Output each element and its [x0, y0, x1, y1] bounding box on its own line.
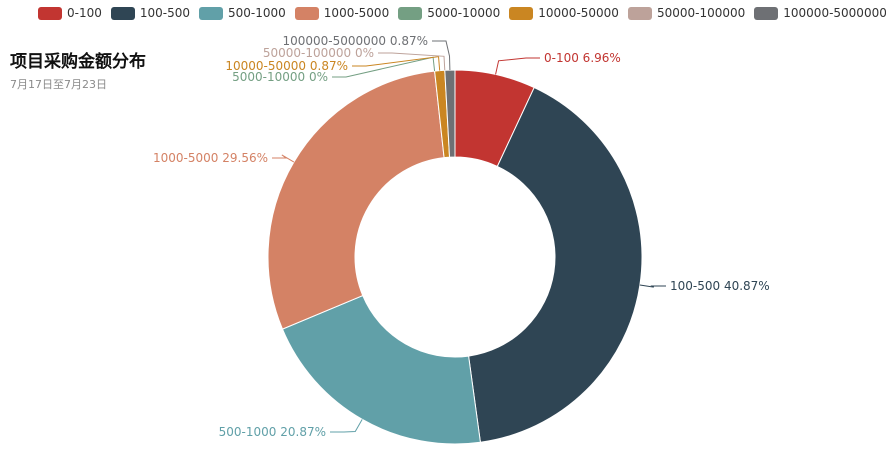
legend-swatch — [509, 6, 534, 20]
legend-label: 10000-50000 — [538, 6, 619, 20]
slice-label-10000-50000: 10000-50000 0.87% — [225, 59, 348, 73]
legend-label: 50000-100000 — [656, 6, 746, 20]
legend-label: 100000-5000000 — [783, 6, 886, 20]
legend-item-100-500[interactable]: 100-500 — [110, 6, 191, 20]
leader-line-50000-100000 — [378, 52, 446, 71]
legend-item-500-1000[interactable]: 500-1000 — [199, 6, 286, 20]
slice-100000-5000000[interactable] — [444, 69, 456, 158]
leader-line-1000-5000 — [272, 154, 295, 163]
slice-label-1000-5000: 1000-5000 29.56% — [153, 151, 268, 165]
legend-swatch — [110, 6, 135, 20]
legend-item-50000-100000[interactable]: 50000-100000 — [627, 6, 746, 20]
legend-label: 1000-5000 — [323, 6, 390, 20]
legend-swatch — [38, 6, 62, 20]
legend-label: 500-1000 — [228, 6, 286, 20]
legend-swatch — [754, 6, 779, 20]
legend-item-0-100[interactable]: 0-100 — [38, 6, 102, 20]
leader-line-100000-5000000 — [432, 40, 451, 71]
legend-item-10000-50000[interactable]: 10000-50000 — [509, 6, 619, 20]
leader-line-5000-10000 — [332, 56, 436, 78]
leader-line-500-1000 — [330, 419, 363, 433]
leader-line-100-500 — [639, 284, 666, 288]
legend-label: 100-500 — [139, 6, 191, 20]
slice-1000-5000[interactable] — [267, 70, 445, 330]
slice-label-100-500: 100-500 40.87% — [670, 279, 770, 293]
legend-label: 0-100 — [67, 6, 102, 20]
legend: 0-100 100-500 500-1000 1000-5000 5000-10… — [38, 6, 886, 20]
slice-label-0-100: 0-100 6.96% — [544, 51, 621, 65]
legend-item-5000-10000[interactable]: 5000-10000 — [398, 6, 500, 20]
labels-layer: 0-100 6.96% 100-500 40.87% 500-1000 20.87%… — [153, 34, 770, 439]
leader-line-0-100 — [495, 57, 540, 75]
legend-swatch — [627, 6, 652, 20]
legend-swatch — [294, 6, 319, 20]
legend-swatch — [199, 6, 224, 20]
legend-label: 5000-10000 — [427, 6, 501, 20]
legend-item-1000-5000[interactable]: 1000-5000 — [294, 6, 390, 20]
chart-subtitle: 7月17日至7月23日 — [10, 78, 107, 91]
slice-500-1000[interactable] — [281, 294, 481, 445]
slice-label-50000-100000: 50000-100000 0% — [263, 46, 374, 60]
chart-title: 项目采购金额分布 — [10, 52, 146, 72]
leader-line-10000-50000 — [352, 56, 441, 71]
slice-label-5000-10000: 5000-10000 0% — [232, 70, 328, 84]
legend-swatch — [398, 6, 423, 20]
slice-100-500[interactable] — [468, 86, 643, 443]
slice-label-100000-5000000: 100000-5000000 0.87% — [282, 34, 428, 48]
legend-item-100000-5000000[interactable]: 100000-5000000 — [754, 6, 886, 20]
slice-label-500-1000: 500-1000 20.87% — [219, 425, 326, 439]
slices-layer — [267, 69, 643, 445]
